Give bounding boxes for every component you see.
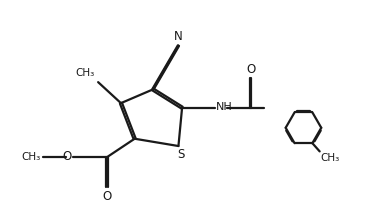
Text: CH₃: CH₃ bbox=[321, 153, 340, 163]
Text: O: O bbox=[102, 190, 112, 203]
Text: N: N bbox=[174, 30, 183, 43]
Text: O: O bbox=[63, 150, 72, 163]
Text: CH₃: CH₃ bbox=[75, 69, 94, 79]
Text: CH₃: CH₃ bbox=[21, 152, 41, 162]
Text: S: S bbox=[178, 148, 185, 161]
Text: O: O bbox=[246, 63, 255, 76]
Text: NH: NH bbox=[216, 102, 233, 112]
